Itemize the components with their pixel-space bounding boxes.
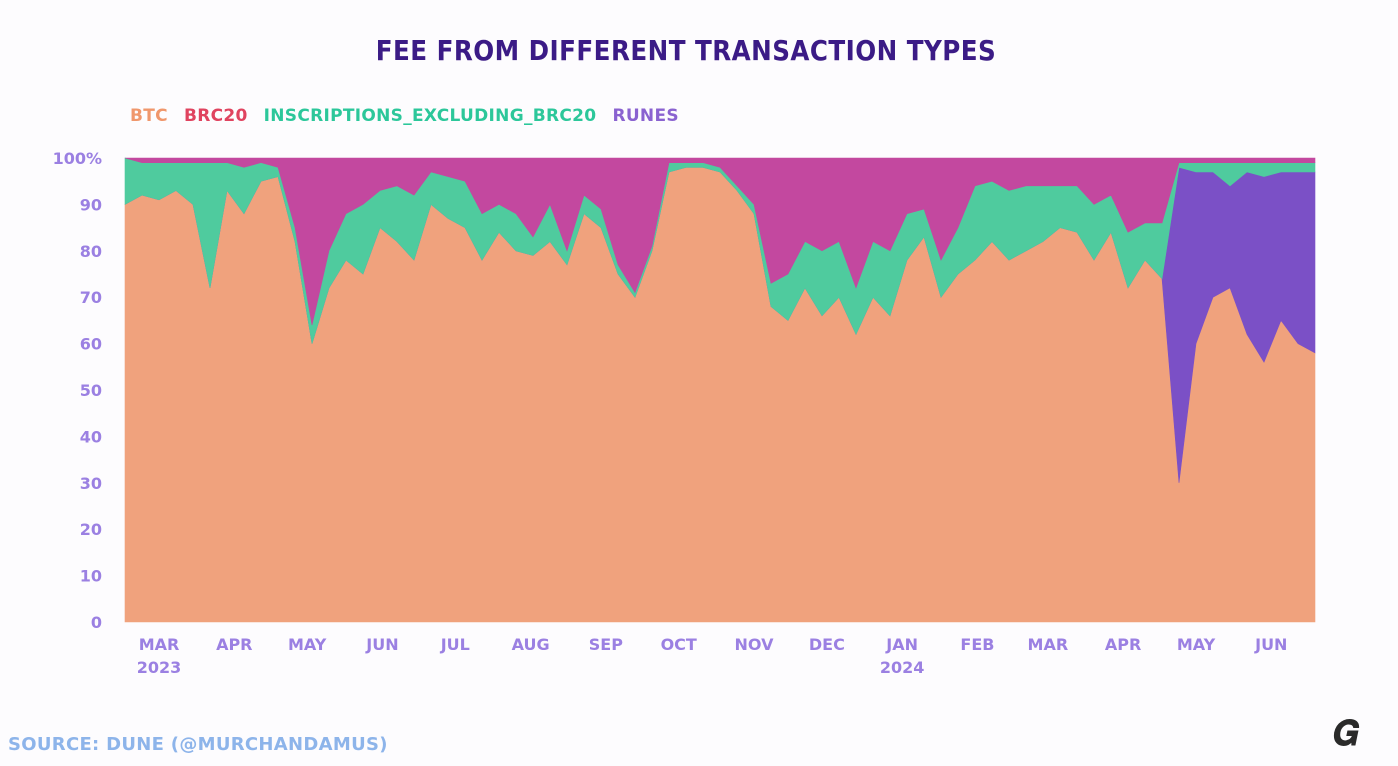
x-tick-label: NOV xyxy=(735,635,775,654)
legend: BTC BRC20 INSCRIPTIONS_EXCLUDING_BRC20 R… xyxy=(130,106,679,126)
y-tick-label: 100% xyxy=(53,149,102,168)
x-tick-label: MAR xyxy=(1028,635,1069,654)
y-tick-label: 20 xyxy=(80,520,102,539)
x-tick-label: MAY xyxy=(1177,635,1216,654)
y-tick-label: 90 xyxy=(80,195,102,214)
x-tick-year-label: 2024 xyxy=(880,658,925,677)
y-tick-label: 60 xyxy=(80,335,102,354)
x-tick-label: APR xyxy=(216,635,252,654)
legend-item-brc20: BRC20 xyxy=(183,106,248,126)
y-tick-label: 0 xyxy=(91,613,102,632)
legend-item-btc: BTC xyxy=(130,106,168,126)
y-tick-label: 50 xyxy=(80,381,102,400)
y-tick-label: 80 xyxy=(80,242,102,261)
x-tick-label: SEP xyxy=(589,635,623,654)
y-tick-label: 10 xyxy=(80,567,102,586)
x-tick-label: APR xyxy=(1105,635,1141,654)
gate-learn-logo-icon: 𝑮 xyxy=(1332,714,1360,754)
x-tick-label: DEC xyxy=(809,635,845,654)
x-tick-label: JAN xyxy=(885,635,918,654)
y-tick-label: 70 xyxy=(80,288,102,307)
legend-item-runes: RUNES xyxy=(612,106,679,126)
x-tick-label: MAR xyxy=(139,635,180,654)
area-brc20 xyxy=(124,157,1316,326)
x-tick-label: JUL xyxy=(440,635,470,654)
source-note: SOURCE: DUNE (@MURCHANDAMUS) xyxy=(8,734,388,755)
y-tick-label: 30 xyxy=(80,474,102,493)
x-tick-label: OCT xyxy=(661,635,697,654)
x-tick-label: JUN xyxy=(1254,635,1287,654)
y-tick-label: 40 xyxy=(80,427,102,446)
x-tick-year-label: 2023 xyxy=(137,658,182,677)
x-tick-label: AUG xyxy=(512,635,550,654)
x-tick-label: MAY xyxy=(288,635,327,654)
legend-item-inscriptions: INSCRIPTIONS_EXCLUDING_BRC20 xyxy=(263,106,597,126)
chart-title: FEE FROM DIFFERENT TRANSACTION TYPES xyxy=(375,34,997,67)
x-tick-label: JUN xyxy=(365,635,398,654)
x-tick-label: FEB xyxy=(960,635,994,654)
